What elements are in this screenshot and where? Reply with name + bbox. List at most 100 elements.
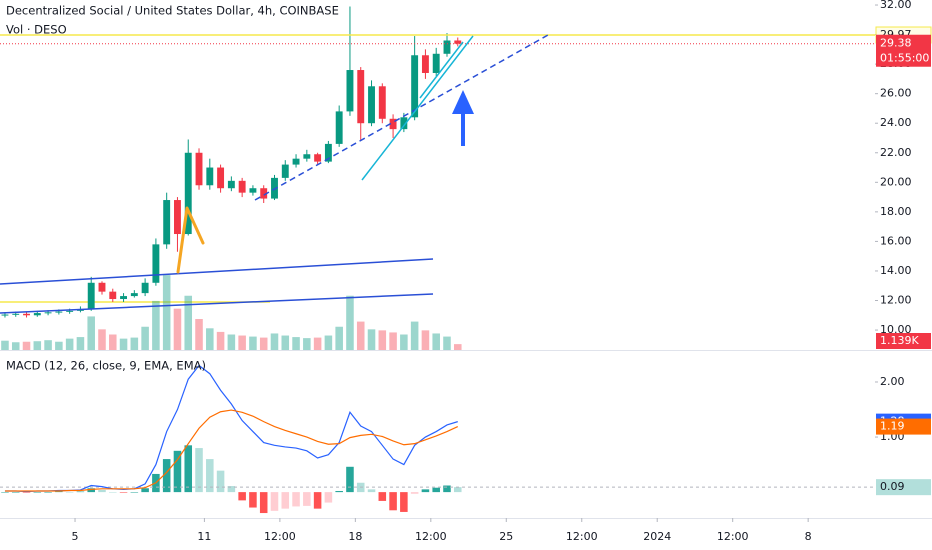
- candle-body: [314, 154, 322, 162]
- candle-body: [454, 40, 462, 44]
- histogram-bar: [389, 492, 397, 511]
- histogram-bar: [432, 487, 440, 493]
- signal-label: 1.19: [880, 420, 905, 433]
- volume-bar: [324, 335, 333, 350]
- candle-body: [260, 188, 268, 199]
- orange-arrow: [176, 206, 205, 274]
- volume-bar: [108, 334, 117, 350]
- histogram-bar: [259, 492, 268, 514]
- layout: [0, 301, 932, 519]
- volume-bar: [152, 300, 160, 350]
- volume-bar: [335, 326, 343, 350]
- candle-body: [1, 314, 9, 316]
- blue-arrow-head: [452, 90, 474, 114]
- volume-bar: [227, 334, 236, 350]
- last-price-box: [876, 34, 931, 67]
- y-tick-label: 24.00: [880, 116, 912, 129]
- histogram-bar: [119, 492, 128, 493]
- y-tick-label: 26.00: [880, 87, 912, 100]
- y-tick-label: 12.00: [880, 294, 912, 307]
- candle-body: [411, 55, 419, 118]
- histogram-bar: [33, 492, 42, 493]
- candle-body: [249, 188, 257, 193]
- volume-bar: [206, 328, 214, 350]
- histogram-bar: [453, 487, 462, 493]
- candle-body: [152, 244, 160, 283]
- y-tick-label: 20.00: [880, 175, 912, 188]
- volume-bar: [44, 340, 52, 350]
- candle-body: [120, 296, 128, 300]
- candle-body: [195, 152, 203, 186]
- macd-title: MACD (12, 26, close, 9, EMA, EMA): [6, 359, 206, 373]
- candle-body: [389, 118, 397, 130]
- candle-body: [44, 312, 52, 314]
- candle-body: [174, 200, 181, 235]
- volume-bar: [400, 334, 408, 350]
- volume-bar: [313, 337, 322, 350]
- volume-bar: [410, 321, 419, 350]
- histogram-bar: [378, 492, 387, 501]
- histogram-bar: [335, 491, 343, 493]
- volume-bar: [432, 333, 440, 350]
- y-tick-label: 22.00: [880, 146, 912, 159]
- volume-title: Vol · DESO: [6, 23, 67, 37]
- x-tick-label: 11: [197, 530, 211, 543]
- histogram-bar: [238, 492, 246, 501]
- volume-bar: [130, 337, 139, 350]
- volume-bar: [303, 338, 311, 350]
- candle-body: [130, 293, 138, 297]
- candle-body: [346, 70, 354, 112]
- volume-bar: [443, 336, 451, 350]
- histogram-bar: [324, 492, 333, 503]
- histogram-bar: [216, 470, 225, 493]
- volume-bar: [184, 295, 193, 350]
- channel-bottom: [0, 293, 434, 314]
- histogram-bar: [421, 489, 430, 493]
- x-tick-label: 5: [72, 530, 79, 543]
- volume-bar: [65, 338, 74, 350]
- trend-cyan-2: [419, 41, 464, 99]
- histogram-bar: [367, 489, 376, 493]
- y-tick-label: 18.00: [880, 205, 912, 218]
- histogram-bar: [65, 492, 74, 493]
- signal-line: [4, 409, 459, 492]
- histogram-bar: [22, 492, 31, 493]
- volume-bar: [76, 337, 85, 350]
- candle-body: [281, 164, 289, 178]
- volume-bar: [292, 337, 300, 350]
- candle-body: [217, 167, 225, 189]
- chart-title: Decentralized Social / United States Dol…: [6, 4, 339, 18]
- volume-bar: [87, 316, 95, 350]
- histogram-bar: [87, 488, 95, 493]
- volume-bar: [55, 341, 63, 350]
- candle-body: [357, 70, 365, 124]
- candle-body: [324, 143, 332, 162]
- histogram-bar: [281, 492, 290, 509]
- histogram-bar: [98, 489, 106, 493]
- candle-body: [98, 282, 106, 292]
- histogram-bar: [55, 491, 63, 493]
- labels: Decentralized Social / United States Dol…: [6, 0, 932, 543]
- candle-body: [12, 313, 20, 315]
- candle-body: [163, 200, 171, 245]
- x-tick-label: 12:00: [415, 530, 447, 543]
- candle-body: [184, 152, 192, 235]
- candle-body: [227, 180, 235, 189]
- histogram-bar: [173, 450, 182, 493]
- volume-label: 1.139K: [880, 334, 919, 347]
- candle-body: [400, 117, 408, 130]
- y-tick-label: 32.00: [880, 0, 912, 11]
- volume-bar: [173, 308, 182, 350]
- drawings: [0, 34, 549, 314]
- histogram-bar: [1, 492, 9, 493]
- histogram-bar: [162, 459, 171, 493]
- y-tick-label: 14.00: [880, 264, 912, 277]
- histogram-bar: [184, 445, 193, 493]
- volume-bar: [378, 330, 387, 350]
- last-price-label: 29.38: [880, 37, 912, 50]
- channel-top: [0, 258, 434, 285]
- histogram-bar: [206, 459, 214, 493]
- candle-body: [378, 86, 386, 119]
- volume-bar: [216, 331, 225, 350]
